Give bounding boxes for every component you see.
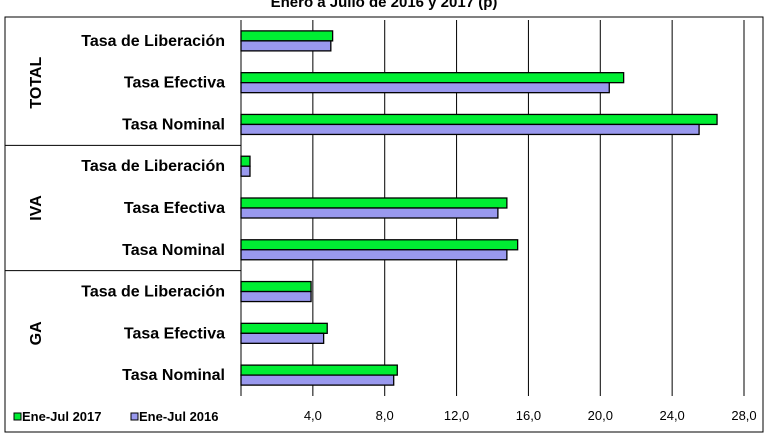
chart-frame [4,16,764,433]
bar-2017 [240,364,398,376]
category-label: Tasa de Liberación [81,284,225,301]
category-label: Tasa de Liberación [81,33,225,50]
x-tick-label: 16,0 [516,408,541,423]
category-label: Tasa Nominal [122,367,225,384]
legend-swatch [130,412,139,421]
bar-2017 [240,30,334,42]
category-label: Tasa de Liberación [81,158,225,175]
bar-2016 [240,249,508,261]
bar-2017 [240,155,251,167]
x-tick-label: 4,0 [304,408,322,423]
bar-2016 [240,165,251,177]
bar-2016 [240,290,312,303]
bar-2017 [240,239,519,251]
bar-2017 [240,197,508,209]
bar-2016 [240,123,700,136]
group-label: GA [28,321,45,345]
legend-label: Ene-Jul 2017 [22,409,102,424]
bar-2016 [240,332,325,344]
bar-2016 [240,82,610,94]
bar-2017 [240,72,625,84]
category-label: Tasa Nominal [122,242,225,259]
category-label: Tasa Efectiva [124,75,225,92]
category-label: Tasa Efectiva [124,200,225,217]
x-tick-label: 20,0 [588,408,613,423]
category-label: Tasa Nominal [122,116,225,133]
bar-2016 [240,40,332,52]
legend-label: Ene-Jul 2016 [139,409,219,424]
x-tick-label: 24,0 [659,408,684,423]
group-label: IVA [28,195,45,221]
bar-2017 [240,113,718,126]
legend-swatch [13,412,22,421]
bar-2016 [240,207,499,219]
bar-2016 [240,374,395,386]
chart-title: Enero a Julio de 2016 y 2017 (p) [270,0,498,11]
x-tick-label: 28,0 [731,408,756,423]
bar-2017 [240,322,328,334]
category-label: Tasa Efectiva [124,325,225,342]
group-label: TOTAL [28,57,45,109]
x-tick-label: 12,0 [444,408,469,423]
x-tick-label: 8,0 [376,408,394,423]
bar-2017 [240,280,312,293]
